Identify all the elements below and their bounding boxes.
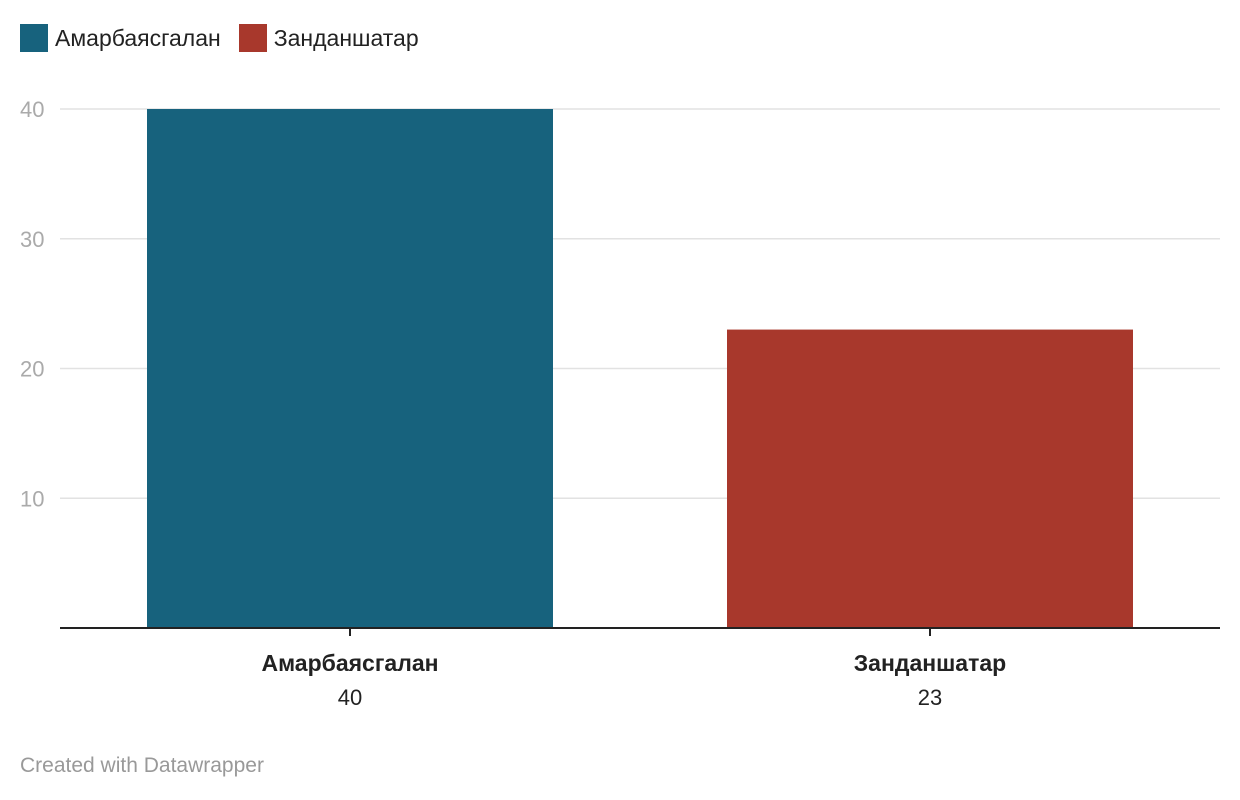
legend-swatch bbox=[20, 24, 48, 52]
legend-item-amarbayasgalan: Амарбаясгалан bbox=[20, 24, 221, 52]
x-tick-label: Занданшатар bbox=[854, 650, 1006, 676]
y-tick-label: 40 bbox=[20, 97, 44, 122]
x-tick-label: Амарбаясгалан bbox=[261, 650, 438, 676]
legend-label: Занданшатар bbox=[273, 24, 419, 51]
footer-credit: Created with Datawrapper bbox=[20, 754, 264, 777]
data-label: 23 bbox=[918, 685, 942, 710]
legend: Амарбаясгалан Занданшатар bbox=[20, 24, 437, 52]
data-label: 40 bbox=[338, 685, 362, 710]
y-tick-label: 10 bbox=[20, 486, 44, 511]
y-tick-label: 30 bbox=[20, 227, 44, 252]
bar bbox=[727, 329, 1133, 628]
legend-label: Амарбаясгалан bbox=[55, 24, 221, 51]
legend-item-zandanshatar: Занданшатар bbox=[238, 24, 419, 52]
y-tick-label: 20 bbox=[20, 357, 44, 382]
legend-swatch bbox=[238, 24, 267, 52]
bar bbox=[147, 109, 553, 628]
